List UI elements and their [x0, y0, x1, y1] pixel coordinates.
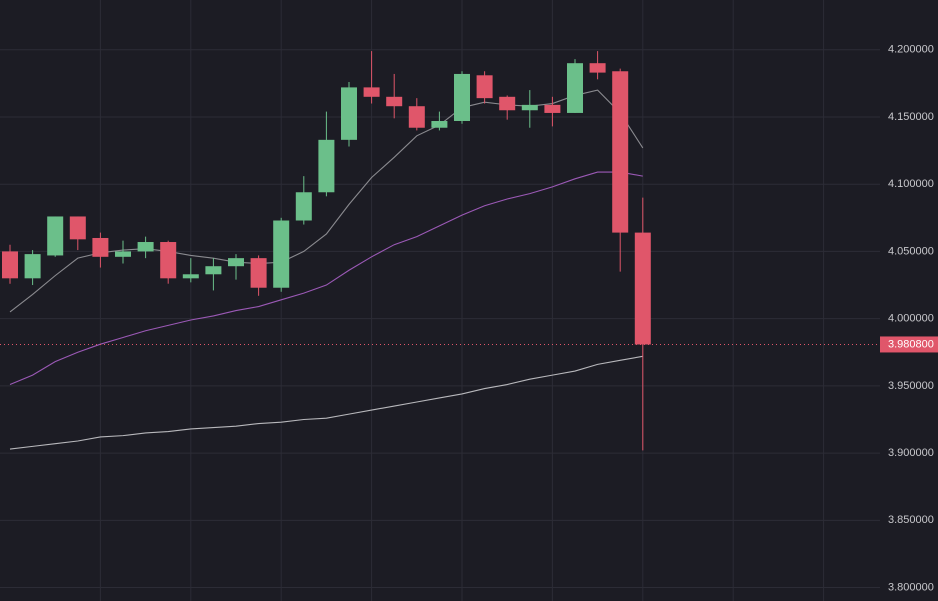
candle-body [499, 96, 516, 111]
y-tick-label: 4.200000 [888, 44, 934, 56]
candle-body [273, 220, 290, 288]
candle-body [567, 63, 583, 113]
y-tick-label: 3.800000 [888, 581, 934, 593]
candle-body [454, 73, 470, 122]
candle-body [589, 63, 606, 73]
candle-body [612, 71, 629, 233]
candle-body [182, 274, 199, 279]
candle-body [228, 258, 244, 267]
candle-body [250, 258, 267, 288]
candle-body [318, 139, 335, 193]
candle-body [408, 106, 425, 128]
y-tick-label: 3.850000 [888, 514, 934, 526]
candle-body [137, 242, 154, 252]
candle-body [341, 87, 357, 140]
candle-body [386, 96, 403, 107]
candle-body [92, 237, 109, 257]
y-tick-label: 4.050000 [888, 245, 934, 257]
moving-average-line [9, 355, 643, 450]
candle-body [521, 104, 538, 111]
candle-body [205, 266, 222, 275]
last-price-box [880, 336, 938, 353]
candle-body [47, 216, 64, 256]
y-tick-label: 4.150000 [888, 111, 934, 123]
y-tick-label: 4.000000 [888, 313, 934, 325]
moving-average-line [9, 171, 643, 386]
candle-body [634, 232, 651, 345]
candle-body [2, 251, 18, 279]
candle-body [24, 254, 41, 279]
candle-body [160, 242, 177, 279]
candle-body [295, 192, 312, 221]
candle-body [363, 87, 380, 97]
candle-body [431, 121, 448, 128]
candle-body [69, 216, 86, 240]
candle-body [476, 75, 493, 99]
candle-body [115, 251, 131, 257]
y-tick-label: 3.900000 [888, 447, 934, 459]
y-tick-label: 3.950000 [888, 380, 934, 392]
candle-body [544, 104, 561, 113]
y-tick-label: 4.100000 [888, 178, 934, 190]
last-price-label: 3.980800 [888, 338, 934, 350]
